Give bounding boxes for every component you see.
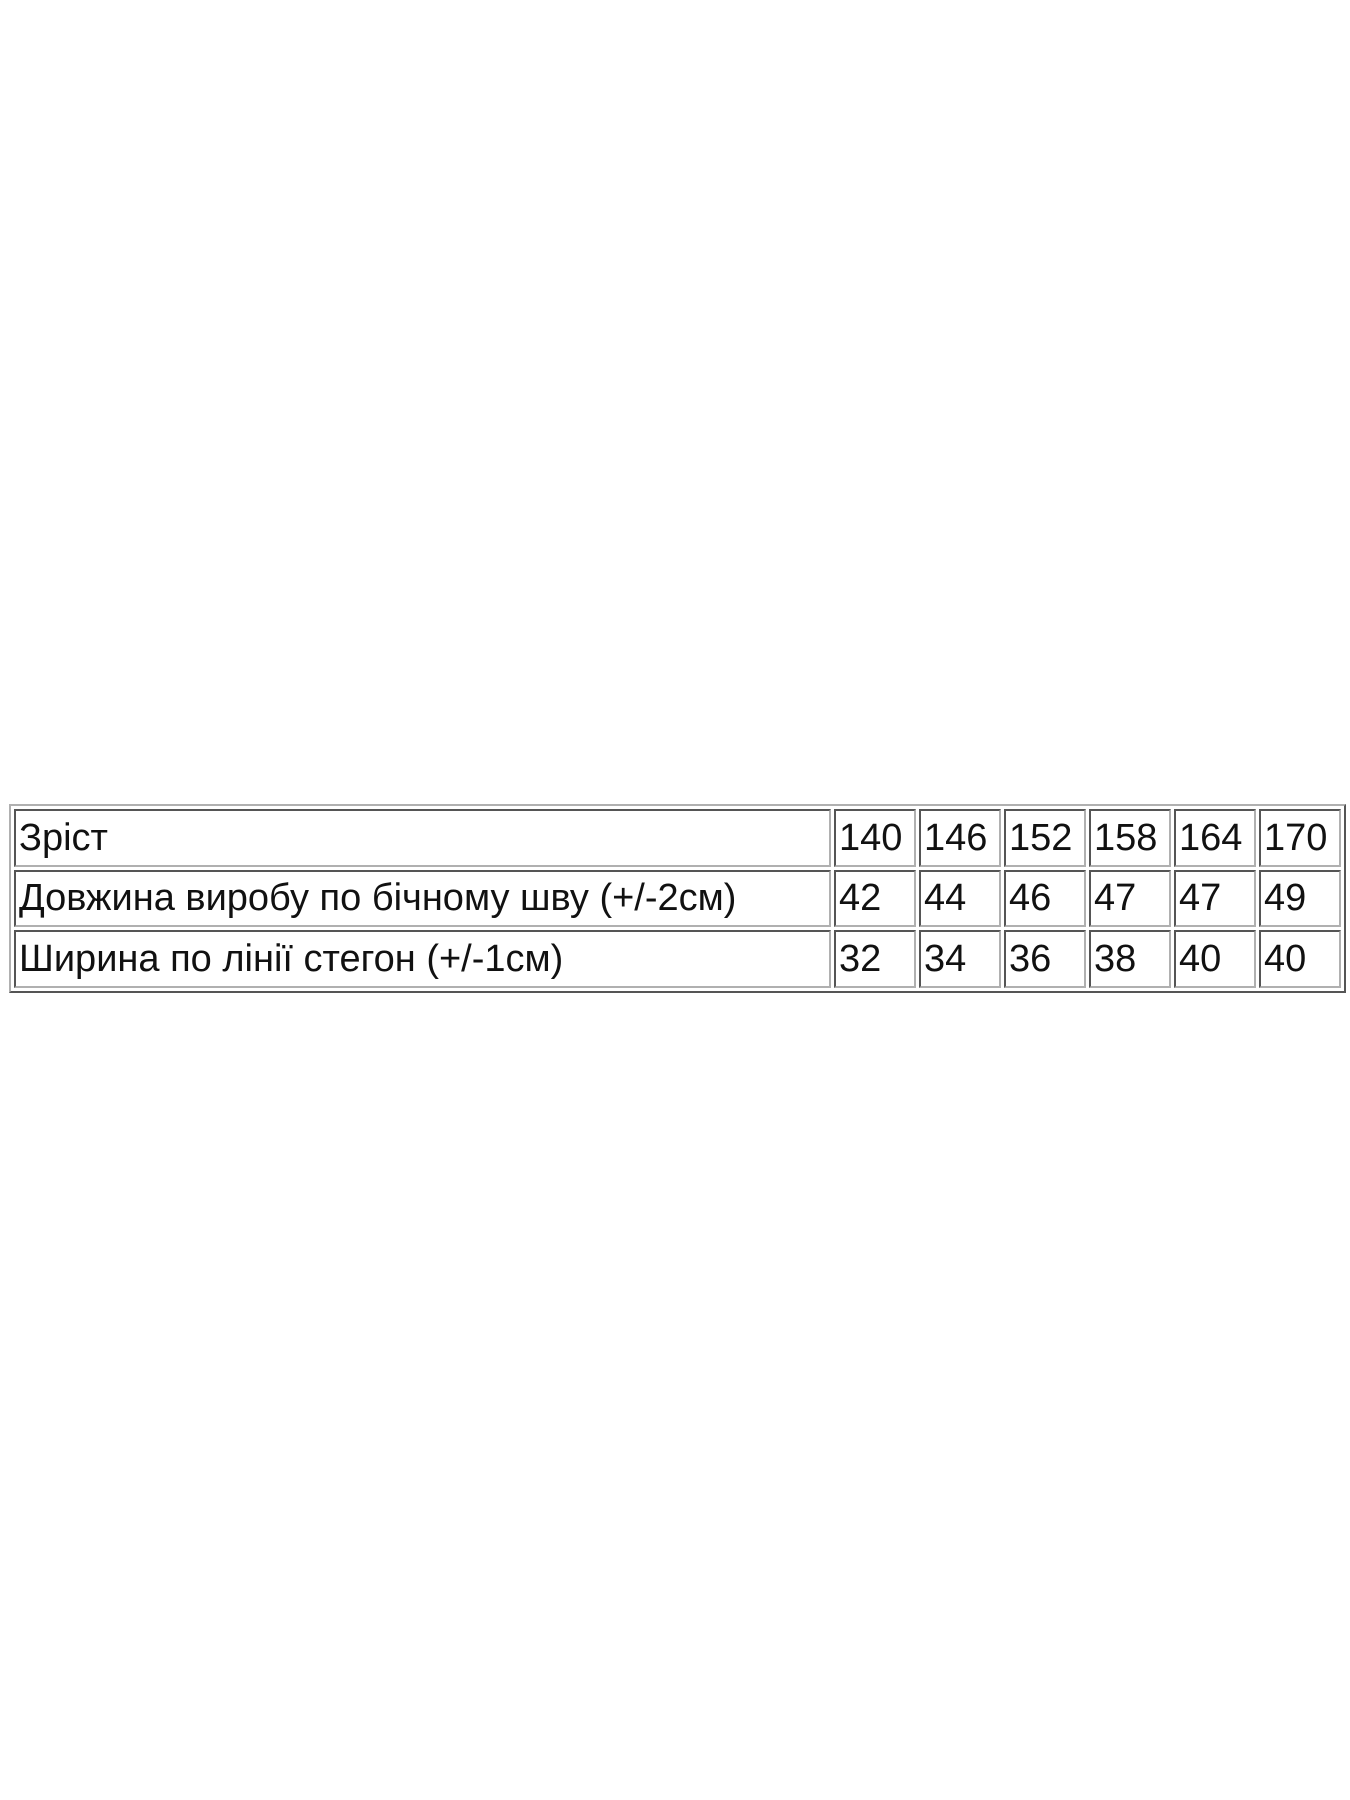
table-row-hip-width: Ширина по лінії стегон (+/-1см) 32 34 36…: [14, 930, 1341, 988]
table-cell: 140: [834, 809, 916, 867]
table-cell: 40: [1259, 930, 1341, 988]
table-cell: 170: [1259, 809, 1341, 867]
table-cell: 44: [919, 869, 1001, 928]
table-cell: 42: [834, 869, 916, 928]
size-table: Зріст 140 146 152 158 164 170 Довжина ви…: [9, 804, 1346, 993]
row-label: Довжина виробу по бічному шву (+/-2см): [14, 869, 831, 928]
table-cell: 146: [919, 809, 1001, 867]
table-cell: 38: [1089, 930, 1171, 988]
table-cell: 47: [1089, 869, 1171, 928]
table-cell: 32: [834, 930, 916, 988]
table-cell: 47: [1174, 869, 1256, 928]
row-label: Зріст: [14, 809, 831, 867]
table-cell: 46: [1004, 869, 1086, 928]
table-cell: 152: [1004, 809, 1086, 867]
table-cell: 40: [1174, 930, 1256, 988]
table-cell: 164: [1174, 809, 1256, 867]
table-cell: 36: [1004, 930, 1086, 988]
table-cell: 34: [919, 930, 1001, 988]
row-label: Ширина по лінії стегон (+/-1см): [14, 930, 831, 988]
table-row-length: Довжина виробу по бічному шву (+/-2см) 4…: [14, 869, 1341, 928]
table-cell: 49: [1259, 869, 1341, 928]
table-row-height: Зріст 140 146 152 158 164 170: [14, 809, 1341, 867]
table-cell: 158: [1089, 809, 1171, 867]
